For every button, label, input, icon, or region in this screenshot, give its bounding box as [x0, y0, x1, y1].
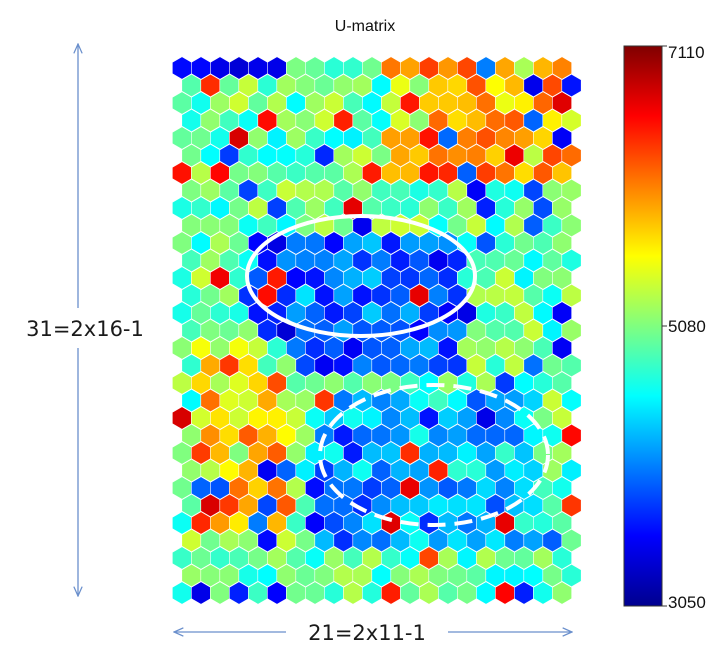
hex-cell [551, 266, 573, 290]
hex-cell [561, 143, 582, 168]
hex-cell [561, 563, 582, 588]
hex-cell [551, 126, 573, 150]
hex-cell [551, 476, 573, 500]
colorbar-tick-label: 7110 [668, 43, 705, 62]
colorbar-tick-label: 3050 [668, 593, 706, 612]
hex-cell [561, 458, 582, 483]
hex-cell [551, 441, 573, 465]
hex-cell [551, 301, 573, 325]
hex-cell [551, 546, 573, 570]
hex-cell [551, 336, 573, 360]
hex-cell [561, 283, 582, 308]
hex-cell [561, 73, 582, 98]
hex-cell [551, 406, 573, 430]
hex-cell [561, 178, 582, 203]
hex-cell [561, 213, 582, 238]
hex-cell [561, 248, 582, 273]
hex-cell [551, 56, 573, 80]
hex-cell [561, 388, 582, 413]
hex-cell [551, 371, 573, 395]
hex-cell [551, 91, 573, 115]
horizontal-label-backing [286, 617, 448, 647]
hex-cell [561, 493, 582, 518]
solid-cluster-ellipse [245, 214, 477, 338]
hex-cell [551, 511, 573, 535]
hex-cell [551, 196, 573, 220]
hex-cell [561, 528, 582, 553]
chart-title: U-matrix [335, 18, 395, 35]
hex-cell [561, 108, 582, 133]
hex-cell [561, 353, 582, 378]
dashed-cluster-ellipse [318, 383, 550, 527]
vertical-label-backing [0, 308, 170, 348]
hex-cell [551, 581, 573, 605]
colorbar [623, 45, 663, 607]
colorbar-ticks: 7110 5080 3050 [662, 43, 706, 612]
hex-cell [551, 231, 573, 255]
hex-grid [172, 56, 582, 605]
horizontal-dimension-label: 21=2x11-1 [308, 621, 426, 645]
hex-cell [561, 318, 582, 343]
hex-cell [551, 161, 573, 185]
colorbar-tick-label: 5080 [668, 317, 706, 336]
hex-cell [561, 423, 582, 448]
vertical-dimension-label: 31=2x16-1 [26, 317, 144, 341]
